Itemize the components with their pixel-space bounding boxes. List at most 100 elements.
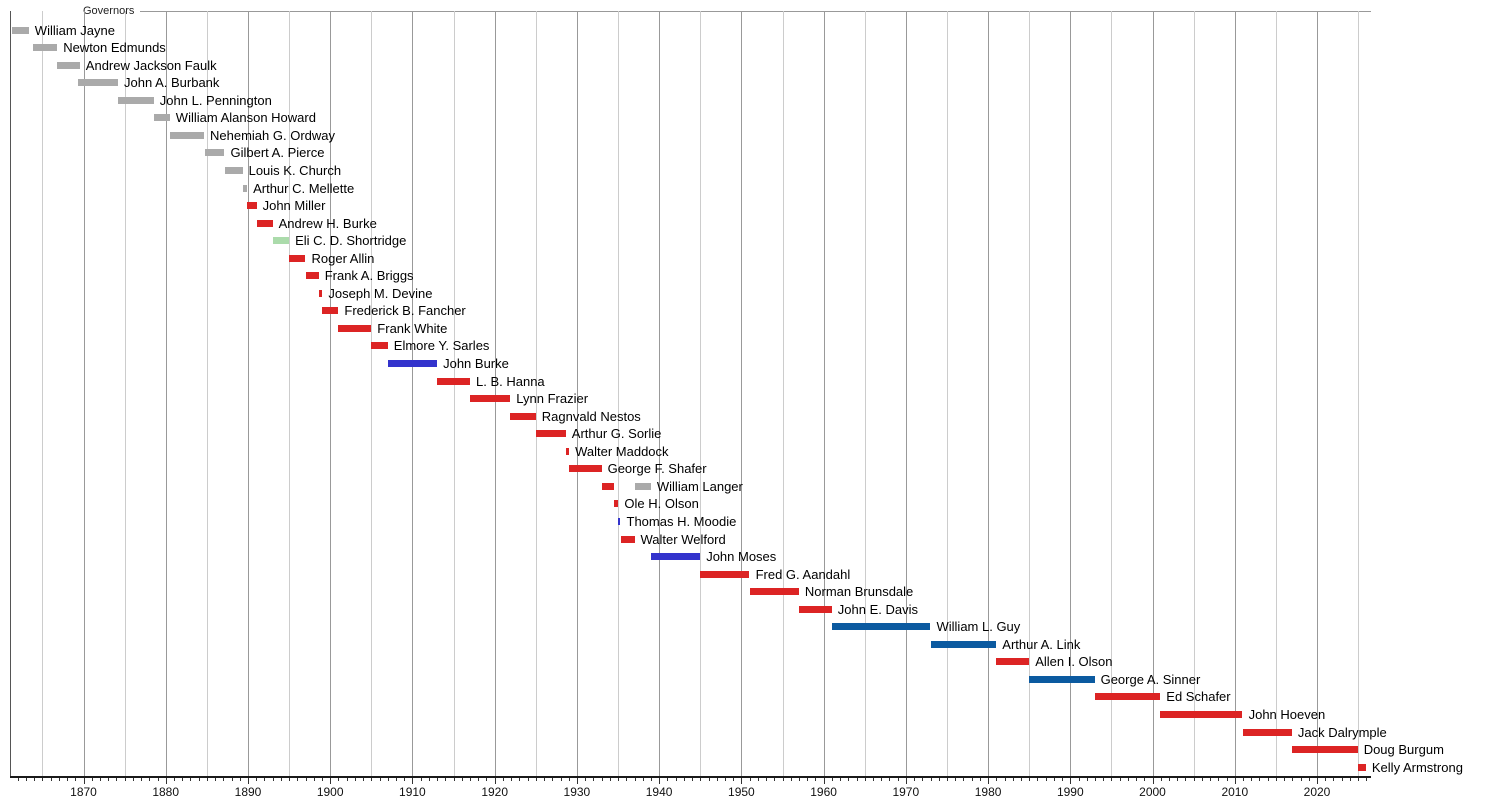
label-john-moses[interactable]: John Moses (706, 549, 777, 564)
minor-tick-1975 (946, 778, 948, 781)
minor-tick-1941 (667, 778, 669, 781)
label-ragnvald-nestos[interactable]: Ragnvald Nestos (541, 408, 641, 424)
gridline-2025 (1358, 11, 1360, 776)
minor-tick-1933 (601, 778, 603, 781)
label-roger-allin[interactable]: Roger Allin (311, 250, 375, 266)
major-tick-1880 (165, 778, 167, 784)
label-thomas-h-moodie[interactable]: Thomas H. Moodie (626, 513, 737, 529)
label-william-langer[interactable]: William Langer (656, 478, 743, 494)
label-walter-maddock[interactable]: Walter Maddock (575, 443, 669, 459)
label-john-e-davis[interactable]: John E. Davis (837, 601, 918, 617)
minor-tick-2024 (1349, 778, 1351, 781)
bar-william-alanson-howard (153, 114, 170, 122)
bar-frank-a-briggs (305, 272, 319, 280)
label-kelly-armstrong[interactable]: Kelly Armstrong (1371, 759, 1463, 775)
gridline-1980 (988, 11, 990, 776)
minor-tick-1999 (1144, 778, 1146, 781)
minor-tick-1994 (1103, 778, 1105, 781)
label-arthur-a-link[interactable]: Arthur A. Link (1002, 636, 1081, 652)
minor-tick-2008 (1218, 778, 1220, 781)
minor-tick-1876 (132, 778, 134, 781)
label-ole-h-olson[interactable]: Ole H. Olson (624, 496, 699, 512)
minor-tick-1884 (198, 778, 200, 781)
label-newton-edmunds[interactable]: Newton Edmunds (63, 40, 166, 55)
minor-tick-1966 (872, 778, 874, 781)
minor-tick-1903 (354, 778, 356, 781)
minor-tick-1894 (280, 778, 282, 781)
minor-tick-1879 (157, 778, 159, 781)
bar-allen-i-olson (996, 658, 1030, 666)
minor-tick-2019 (1308, 778, 1310, 781)
minor-tick-1991 (1078, 778, 1080, 781)
label-andrew-jackson-faulk[interactable]: Andrew Jackson Faulk (85, 57, 217, 73)
bar-walter-welford (620, 535, 635, 543)
major-tick-2010 (1234, 778, 1236, 784)
label-john-burke[interactable]: John Burke (443, 355, 509, 371)
label-norman-brunsdale[interactable]: Norman Brunsdale (804, 584, 914, 600)
label-william-l-guy[interactable]: William L. Guy (936, 619, 1021, 635)
minor-tick-1926 (544, 778, 545, 781)
label-fred-g-aandahl[interactable]: Fred G. Aandahl (755, 566, 851, 582)
bar-arthur-a-link (930, 640, 997, 648)
bar-louis-k-church (225, 166, 243, 174)
label-ed-schafer[interactable]: Ed Schafer (1166, 689, 1231, 705)
label-john-a-burbank[interactable]: John A. Burbank (124, 75, 220, 91)
label-gilbert-a-pierce[interactable]: Gilbert A. Pierce (230, 145, 325, 161)
minor-tick-1969 (897, 778, 899, 781)
bar-frank-white (338, 324, 372, 332)
major-tick-2020 (1317, 778, 1318, 784)
minor-tick-2005 (1193, 778, 1195, 781)
label-l-b-hanna[interactable]: L. B. Hanna (476, 373, 545, 389)
label-john-miller[interactable]: John Miller (262, 198, 326, 213)
gridline-2020 (1317, 11, 1318, 776)
minor-tick-1954 (774, 778, 776, 781)
minor-tick-1953 (766, 778, 767, 781)
minor-tick-1995 (1111, 778, 1113, 781)
label-andrew-h-burke[interactable]: Andrew H. Burke (278, 215, 377, 231)
label-doug-burgum[interactable]: Doug Burgum (1363, 742, 1444, 758)
label-elmore-y-sarles[interactable]: Elmore Y. Sarles (393, 338, 490, 354)
minor-tick-2022 (1333, 778, 1335, 781)
minor-tick-1929 (568, 778, 570, 781)
label-allen-i-olson[interactable]: Allen I. Olson (1035, 654, 1113, 670)
minor-tick-2014 (1267, 778, 1269, 781)
minor-tick-1872 (99, 778, 101, 781)
label-nehemiah-g-ordway[interactable]: Nehemiah G. Ordway (210, 127, 335, 143)
label-george-a-sinner[interactable]: George A. Sinner (1100, 671, 1201, 687)
label-eli-c-d-shortridge[interactable]: Eli C. D. Shortridge (295, 233, 407, 249)
label-walter-welford[interactable]: Walter Welford (640, 531, 726, 547)
minor-tick-1864 (34, 778, 36, 781)
label-lynn-frazier[interactable]: Lynn Frazier (516, 391, 589, 407)
minor-tick-1915 (453, 778, 455, 781)
label-george-f-shafer[interactable]: George F. Shafer (607, 461, 707, 477)
label-jack-dalrymple[interactable]: Jack Dalrymple (1297, 724, 1387, 740)
label-john-l-pennington[interactable]: John L. Pennington (159, 92, 272, 108)
label-frederick-b-fancher[interactable]: Frederick B. Fancher (344, 303, 466, 319)
label-frank-a-briggs[interactable]: Frank A. Briggs (324, 268, 414, 284)
label-frank-white[interactable]: Frank White (377, 320, 448, 336)
minor-tick-2011 (1243, 778, 1244, 781)
minor-tick-1921 (502, 778, 504, 781)
label-louis-k-church[interactable]: Louis K. Church (248, 162, 342, 178)
bar-john-e-davis (798, 605, 832, 613)
minor-tick-1976 (955, 778, 957, 781)
gridline-1870 (83, 11, 85, 776)
axis-label-1980: 1980 (974, 785, 1002, 799)
label-william-jayne[interactable]: William Jayne (34, 22, 115, 38)
label-arthur-g-sorlie[interactable]: Arthur G. Sorlie (571, 426, 662, 442)
minor-tick-1945 (700, 778, 702, 781)
minor-tick-1869 (75, 778, 77, 781)
label-joseph-m-devine[interactable]: Joseph M. Devine (328, 285, 433, 301)
gridline-1900 (330, 11, 332, 776)
minor-tick-1923 (519, 778, 521, 781)
label-john-hoeven[interactable]: John Hoeven (1248, 707, 1326, 722)
gridline-1970 (905, 11, 907, 776)
bar-lynn-frazier (470, 395, 511, 403)
axis-label-2000: 2000 (1139, 785, 1166, 799)
label-william-alanson-howard[interactable]: William Alanson Howard (175, 110, 316, 126)
minor-tick-1895 (289, 778, 291, 781)
label-arthur-c-mellette[interactable]: Arthur C. Mellette (253, 180, 355, 196)
minor-tick-1963 (848, 778, 850, 781)
gridline-1990 (1070, 11, 1072, 776)
